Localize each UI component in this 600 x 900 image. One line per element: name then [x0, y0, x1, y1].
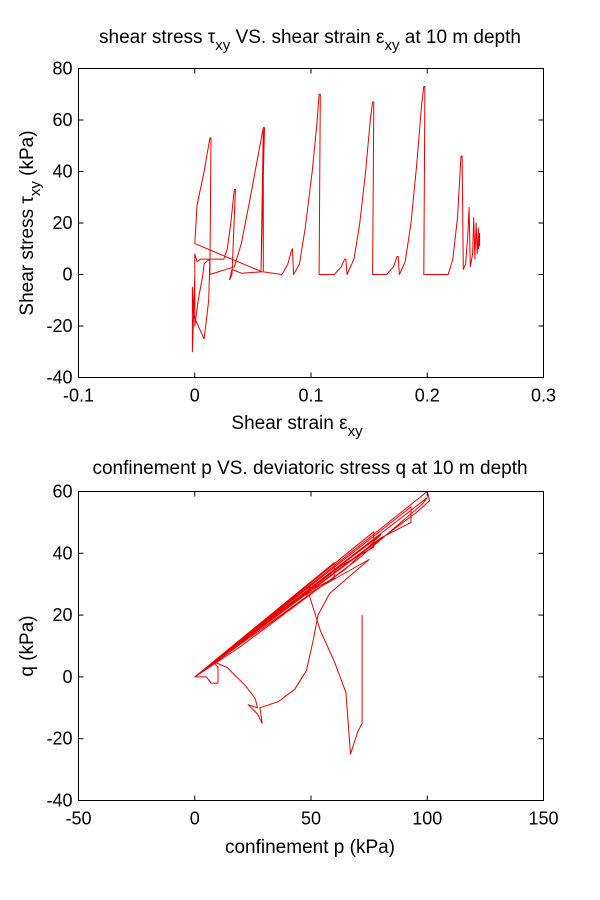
y-tick-label: 20	[52, 213, 72, 233]
y-axis-label: q (kPa)	[17, 615, 38, 676]
x-tick-label: -50	[65, 809, 91, 829]
y-tick-label: 60	[52, 482, 72, 502]
plot-area	[194, 491, 431, 755]
plot-area	[191, 86, 481, 353]
x-axis-label: Shear strain εxy	[231, 413, 363, 440]
y-tick-label: 20	[52, 605, 72, 625]
x-tick-label: 0	[190, 809, 200, 829]
y-tick-label: -40	[46, 368, 72, 388]
x-tick-label: 0.1	[298, 386, 323, 406]
y-tick-label: -40	[46, 791, 72, 811]
x-axis: -50 0 50 100 150	[65, 491, 559, 829]
x-axis-label: confinement p (kPa)	[225, 837, 395, 858]
y-tick-label: -20	[46, 729, 72, 749]
y-tick-label: 0	[62, 667, 72, 687]
x-tick-label: 50	[301, 809, 321, 829]
y-tick-label: 80	[52, 59, 72, 79]
x-tick-label: 150	[528, 809, 558, 829]
y-axis-label: Shear stress τxy (kPa)	[17, 130, 44, 315]
y-tick-label: 40	[52, 543, 72, 563]
axes-frame	[78, 491, 544, 801]
x-tick-label: -0.1	[63, 386, 94, 406]
y-axis: -40 -20 0 20 40 60 80	[46, 59, 544, 388]
series-line-p-q	[194, 491, 431, 755]
axes-p-q: confinement p VS. deviatoric stress q at…	[17, 458, 559, 858]
axes-shear-stress-strain: shear stress τxy VS. shear strain εxy at…	[17, 27, 556, 440]
y-tick-label: -20	[46, 316, 72, 336]
y-tick-label: 40	[52, 162, 72, 182]
y-axis: -40 -20 0 20 40 60	[46, 482, 544, 811]
series-line-tau-gamma	[191, 86, 481, 353]
x-tick-label: 0.3	[531, 386, 556, 406]
chart-title: confinement p VS. deviatoric stress q at…	[92, 458, 527, 479]
x-tick-label: 0	[190, 386, 200, 406]
y-tick-label: 60	[52, 110, 72, 130]
x-axis: -0.1 0 0.1 0.2 0.3	[63, 68, 556, 406]
x-tick-label: 100	[412, 809, 442, 829]
y-tick-label: 0	[62, 265, 72, 285]
chart-title: shear stress τxy VS. shear strain εxy at…	[99, 27, 521, 54]
x-tick-label: 0.2	[415, 386, 440, 406]
